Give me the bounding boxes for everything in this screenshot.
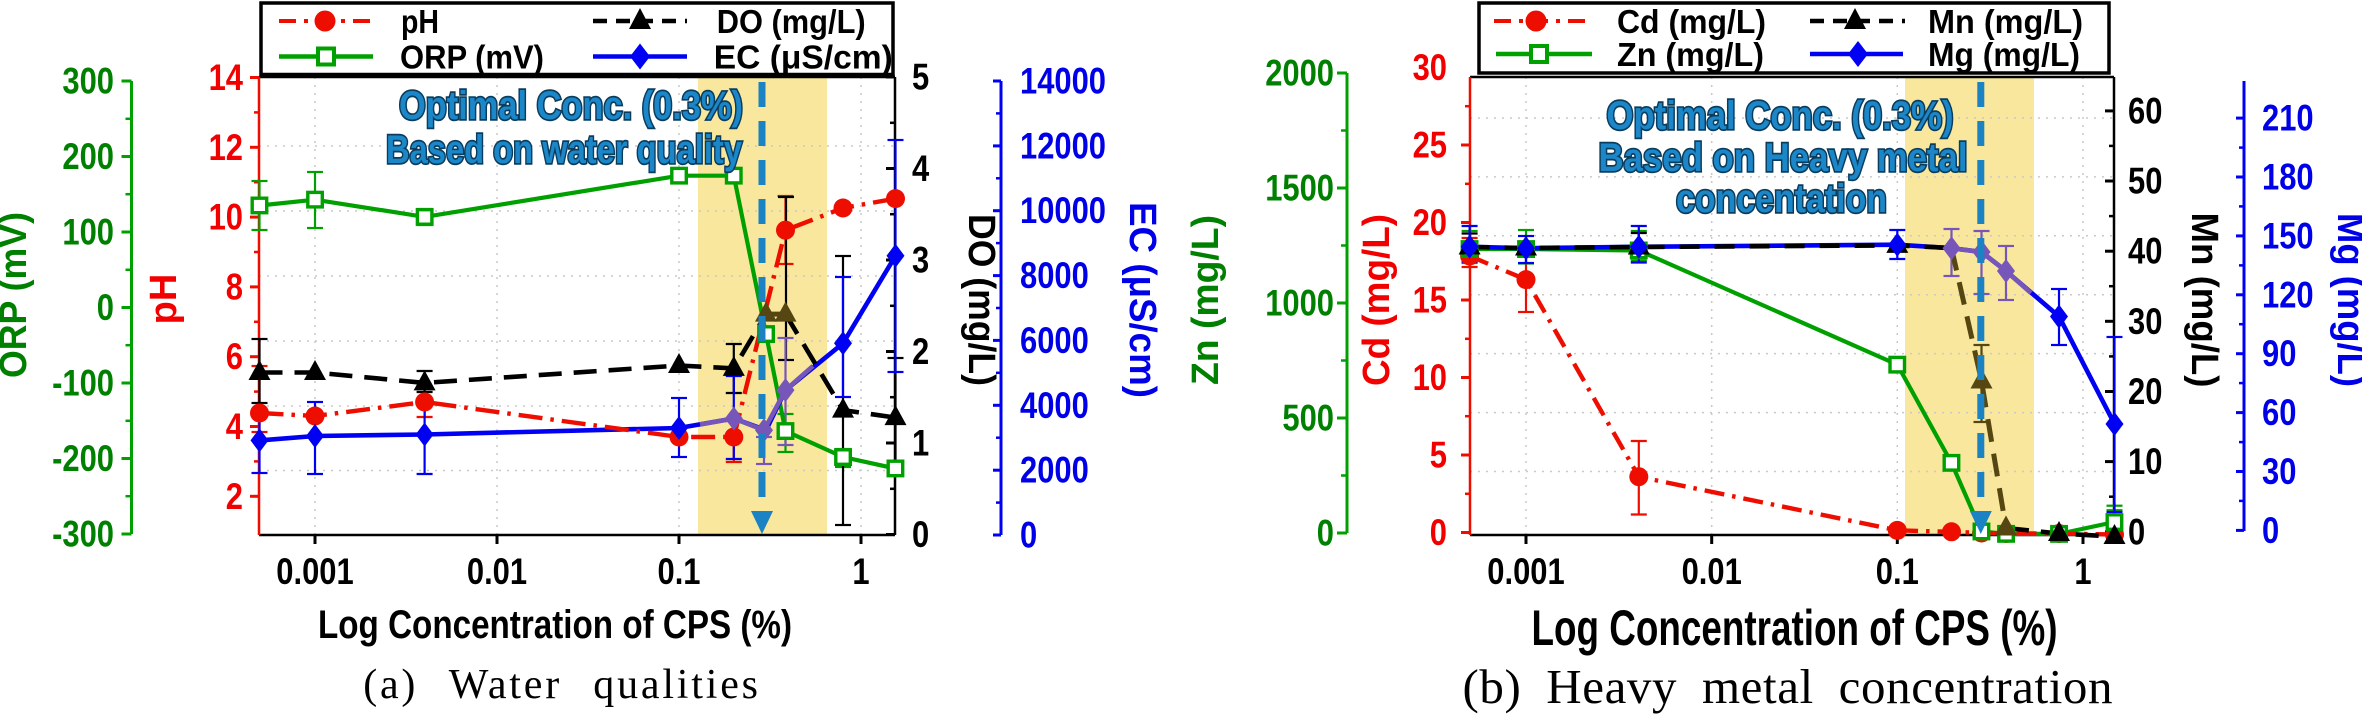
- svg-text:Based on water quality: Based on water quality: [386, 128, 743, 172]
- svg-text:8000: 8000: [1020, 255, 1089, 296]
- svg-text:500: 500: [1282, 398, 1334, 439]
- svg-text:(b) Heavy metal concentration: (b) Heavy metal concentration: [1462, 659, 2113, 714]
- svg-text:(a) Water qualities: (a) Water qualities: [363, 662, 761, 708]
- svg-text:concentation: concentation: [1676, 177, 1887, 221]
- svg-text:60: 60: [2262, 392, 2296, 433]
- svg-text:0: 0: [2128, 511, 2145, 552]
- svg-text:2: 2: [226, 476, 243, 517]
- svg-text:pH: pH: [143, 274, 185, 325]
- svg-text:12000: 12000: [1020, 125, 1106, 166]
- svg-text:120: 120: [2262, 274, 2314, 315]
- svg-text:Log Concentration of CPS (%): Log Concentration of CPS (%): [318, 603, 792, 647]
- svg-text:-200: -200: [52, 438, 114, 479]
- svg-text:EC (μS/cm): EC (μS/cm): [714, 39, 893, 76]
- svg-text:150: 150: [2262, 215, 2314, 256]
- svg-text:0.001: 0.001: [1487, 551, 1564, 592]
- svg-text:1: 1: [912, 423, 929, 464]
- svg-text:2000: 2000: [1020, 450, 1089, 491]
- svg-text:6000: 6000: [1020, 320, 1089, 361]
- svg-text:2: 2: [912, 331, 929, 372]
- svg-text:1: 1: [852, 551, 869, 592]
- svg-text:40: 40: [2128, 231, 2162, 272]
- svg-text:30: 30: [2262, 451, 2296, 492]
- svg-text:3: 3: [912, 240, 929, 281]
- svg-text:10: 10: [2128, 441, 2162, 482]
- svg-text:15: 15: [1413, 280, 1447, 321]
- svg-text:1500: 1500: [1265, 168, 1334, 209]
- svg-text:2000: 2000: [1265, 53, 1334, 94]
- svg-text:0.01: 0.01: [467, 551, 527, 592]
- svg-text:Mg (mg/L): Mg (mg/L): [2329, 213, 2362, 387]
- svg-text:10: 10: [209, 197, 243, 238]
- svg-text:0: 0: [97, 287, 114, 328]
- svg-text:14: 14: [209, 57, 244, 98]
- svg-text:4: 4: [912, 148, 930, 189]
- svg-text:Log Concentration of CPS (%): Log Concentration of CPS (%): [1532, 600, 2058, 656]
- svg-text:30: 30: [2128, 301, 2162, 342]
- svg-text:300: 300: [62, 61, 114, 102]
- svg-text:Mg (mg/L): Mg (mg/L): [1928, 36, 2080, 73]
- svg-text:ORP (mV): ORP (mV): [0, 212, 35, 378]
- svg-text:0: 0: [1317, 513, 1334, 554]
- svg-text:50: 50: [2128, 161, 2162, 202]
- svg-text:0: 0: [912, 514, 929, 555]
- svg-text:180: 180: [2262, 157, 2314, 198]
- svg-text:4000: 4000: [1020, 385, 1089, 426]
- svg-text:DO (mg/L): DO (mg/L): [960, 214, 1002, 386]
- svg-text:Zn (mg/L): Zn (mg/L): [1617, 36, 1764, 73]
- svg-text:1000: 1000: [1265, 283, 1334, 324]
- svg-text:0.01: 0.01: [1682, 551, 1742, 592]
- svg-text:6: 6: [226, 336, 243, 377]
- svg-text:0.1: 0.1: [1876, 551, 1919, 592]
- svg-text:EC (μS/cm): EC (μS/cm): [1121, 202, 1163, 398]
- svg-text:0: 0: [2262, 510, 2279, 551]
- svg-text:20: 20: [1413, 202, 1447, 243]
- svg-text:5: 5: [1430, 435, 1447, 476]
- svg-text:0: 0: [1020, 515, 1037, 556]
- svg-text:pH: pH: [401, 3, 439, 40]
- svg-text:1: 1: [2074, 551, 2091, 592]
- svg-text:5: 5: [912, 57, 929, 98]
- svg-text:0.1: 0.1: [658, 551, 701, 592]
- svg-text:14000: 14000: [1020, 61, 1106, 102]
- svg-text:200: 200: [62, 136, 114, 177]
- svg-text:20: 20: [2128, 371, 2162, 412]
- svg-text:0: 0: [1430, 512, 1447, 553]
- svg-text:90: 90: [2262, 333, 2296, 374]
- svg-text:0.001: 0.001: [276, 551, 353, 592]
- svg-text:10000: 10000: [1020, 190, 1106, 231]
- svg-text:25: 25: [1413, 125, 1447, 166]
- svg-text:4: 4: [226, 406, 244, 447]
- svg-text:DO (mg/L): DO (mg/L): [717, 3, 866, 40]
- svg-text:30: 30: [1413, 47, 1447, 88]
- svg-text:60: 60: [2128, 90, 2162, 131]
- svg-text:Zn (mg/L): Zn (mg/L): [1185, 215, 1227, 385]
- svg-text:Optimal Conc. (0.3%): Optimal Conc. (0.3%): [1607, 94, 1954, 138]
- svg-text:100: 100: [62, 212, 114, 253]
- svg-text:Cd (mg/L): Cd (mg/L): [1617, 3, 1766, 40]
- svg-text:Based on Heavy metal: Based on Heavy metal: [1599, 136, 1968, 180]
- svg-text:210: 210: [2262, 98, 2314, 139]
- svg-text:Mn (mg/L): Mn (mg/L): [2183, 213, 2225, 388]
- svg-text:Cd (mg/L): Cd (mg/L): [1356, 214, 1398, 386]
- svg-text:10: 10: [1413, 357, 1447, 398]
- svg-text:-300: -300: [52, 514, 114, 555]
- svg-text:8: 8: [226, 266, 243, 307]
- svg-text:12: 12: [209, 127, 243, 168]
- svg-text:Optimal Conc. (0.3%): Optimal Conc. (0.3%): [399, 84, 743, 128]
- svg-text:Mn (mg/L): Mn (mg/L): [1928, 3, 2083, 40]
- svg-text:-100: -100: [52, 363, 114, 404]
- svg-text:ORP (mV): ORP (mV): [400, 39, 544, 76]
